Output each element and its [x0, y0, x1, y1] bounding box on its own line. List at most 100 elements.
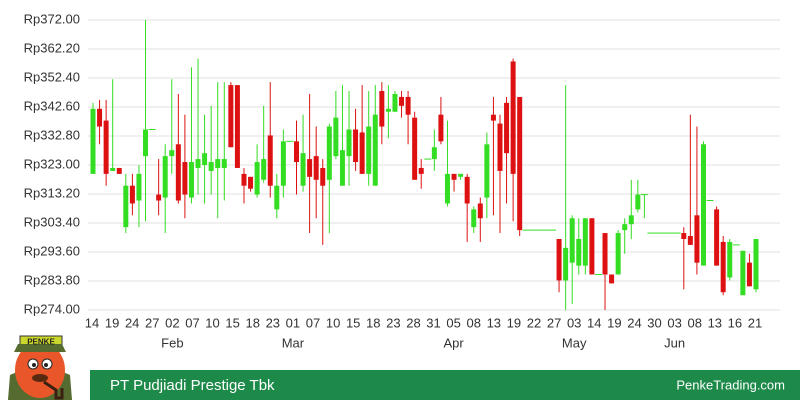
candle-body: [635, 194, 641, 210]
candle-body: [458, 173, 464, 177]
x-tick-label: 18: [245, 315, 259, 330]
candle-body: [622, 224, 628, 231]
candle-body: [366, 126, 372, 174]
candle-body: [234, 85, 240, 168]
candle-body: [208, 162, 214, 171]
y-tick-label: Rp332.80: [24, 127, 80, 142]
x-tick-label: 16: [728, 315, 742, 330]
logo: PENKE: [8, 335, 72, 400]
candle-body: [175, 144, 181, 201]
x-tick-label: 07: [185, 315, 199, 330]
candle-body: [261, 159, 267, 180]
candle-body: [451, 173, 457, 180]
candle-body: [615, 233, 621, 275]
month-label: Apr: [444, 335, 465, 350]
candle-body: [589, 218, 595, 275]
candle-body: [602, 233, 608, 275]
candle-body: [582, 218, 588, 266]
x-tick-label: 07: [306, 315, 320, 330]
x-tick-label: 22: [527, 315, 541, 330]
candle-body: [727, 241, 733, 278]
x-tick-label: 10: [326, 315, 340, 330]
y-tick-label: Rp313.20: [24, 185, 80, 200]
candle-body: [556, 238, 562, 281]
x-tick-label: 24: [627, 315, 641, 330]
candle-body: [136, 173, 142, 201]
candle-body: [221, 159, 227, 168]
source: PenkeTrading.com: [676, 377, 785, 392]
candle-body: [326, 126, 332, 180]
candle-body: [569, 218, 575, 263]
candle-body: [700, 144, 706, 266]
y-tick-label: Rp362.20: [24, 40, 80, 55]
y-tick-label: Rp303.40: [24, 214, 80, 229]
candle-body: [484, 144, 490, 198]
candle-body: [563, 247, 569, 281]
x-tick-label: 13: [487, 315, 501, 330]
candle-body: [714, 209, 720, 266]
x-tick-label: 23: [386, 315, 400, 330]
candle-body: [740, 250, 746, 296]
candle-body: [103, 120, 109, 174]
x-tick-label: 05: [446, 315, 460, 330]
y-tick-label: Rp372.00: [24, 11, 80, 26]
x-tick-label: 03: [667, 315, 681, 330]
candle-body: [720, 241, 726, 293]
candle-body: [412, 117, 418, 180]
candle-body: [504, 102, 510, 154]
y-tick-label: Rp323.00: [24, 156, 80, 171]
candle-body: [510, 61, 516, 174]
x-tick-label: 27: [145, 315, 159, 330]
candle-body: [431, 147, 437, 160]
x-tick-label: 30: [647, 315, 661, 330]
candle-body: [609, 274, 615, 284]
candle-body: [215, 159, 221, 168]
footer-bar: [90, 370, 800, 400]
candle-body: [300, 153, 306, 186]
x-tick-label: 03: [567, 315, 581, 330]
candle-body: [359, 132, 365, 174]
y-tick-label: Rp293.60: [24, 243, 80, 258]
candle-body: [156, 194, 162, 201]
candle-body: [320, 167, 326, 186]
candle-body: [464, 176, 470, 204]
y-tick-label: Rp283.80: [24, 272, 80, 287]
y-tick-label: Rp342.60: [24, 98, 80, 113]
x-tick-label: 02: [165, 315, 179, 330]
candle-body: [497, 123, 503, 171]
candle-body: [753, 238, 759, 290]
x-tick-label: 28: [406, 315, 420, 330]
x-tick-label: 27: [547, 315, 561, 330]
x-tick-label: 18: [366, 315, 380, 330]
x-tick-label: 23: [266, 315, 280, 330]
logo-text: PENKE: [27, 338, 55, 347]
candle-body: [490, 114, 496, 121]
candle-body: [313, 156, 319, 180]
candle-body: [90, 108, 96, 174]
x-tick-label: 14: [85, 315, 99, 330]
x-tick-label: 15: [225, 315, 239, 330]
candle-body: [254, 162, 260, 195]
candle-body: [576, 238, 582, 266]
x-tick-label: 19: [607, 315, 621, 330]
candle-body: [143, 129, 149, 157]
candle-body: [746, 262, 752, 287]
candle-body: [399, 96, 405, 106]
x-tick-label: 19: [105, 315, 119, 330]
candle-body: [129, 185, 135, 204]
candle-body: [385, 108, 391, 112]
candle-body: [169, 150, 175, 157]
candle-body: [162, 156, 168, 198]
candle-body: [418, 167, 424, 174]
candle-body: [97, 108, 103, 127]
candle-body: [188, 162, 194, 198]
x-tick-label: 08: [466, 315, 480, 330]
month-label: May: [562, 335, 587, 350]
candle-body: [280, 141, 286, 186]
x-tick-label: 14: [587, 315, 601, 330]
candle-body: [202, 153, 208, 165]
candle-body: [228, 85, 234, 148]
candle-body: [339, 150, 345, 186]
candle-body: [195, 159, 201, 168]
